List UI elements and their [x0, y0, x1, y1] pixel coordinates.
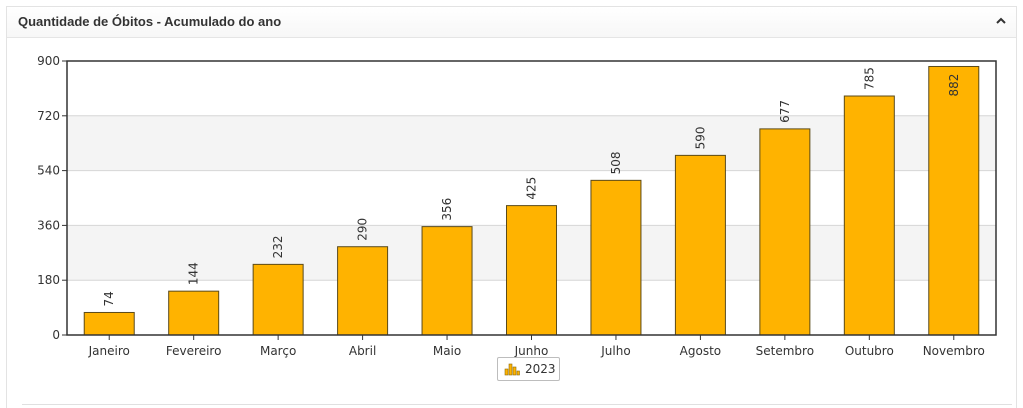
data-label: 425 [525, 177, 539, 200]
x-tick-label: Novembro [923, 344, 985, 358]
bar-setembro [759, 128, 811, 336]
data-label: 508 [609, 151, 623, 174]
plot-border [66, 60, 997, 336]
legend-item-2023[interactable]: 2023 [497, 357, 560, 381]
bar-outubro [843, 95, 895, 336]
bar-janeiro [83, 311, 135, 336]
y-tick-label: 360 [37, 218, 60, 232]
y-tick-label: 180 [37, 273, 60, 287]
bar-fevereiro [168, 290, 220, 336]
x-tick-label: Fevereiro [166, 344, 222, 358]
panel-header: Quantidade de Óbitos - Acumulado do ano [7, 7, 1016, 38]
bar-março [252, 263, 304, 336]
x-tick-label: Agosto [680, 344, 721, 358]
x-tick-label: Setembro [756, 344, 814, 358]
x-tick-label: Julho [600, 344, 630, 358]
x-tick-label: Janeiro [88, 344, 130, 358]
y-tick-label: 900 [37, 54, 60, 68]
data-label: 677 [778, 100, 792, 123]
data-label: 882 [947, 74, 961, 97]
x-tick-label: Maio [433, 344, 461, 358]
data-label: 232 [271, 235, 285, 258]
x-tick-label: Março [260, 344, 296, 358]
x-tick-label: Outubro [845, 344, 894, 358]
bar-novembro [928, 65, 980, 336]
bar-agosto [674, 154, 726, 336]
data-label: 785 [862, 67, 876, 90]
data-label: 590 [693, 126, 707, 149]
x-tick-label: Abril [349, 344, 376, 358]
y-tick-label: 0 [52, 328, 60, 342]
x-tick-label: Junho [514, 344, 549, 358]
y-tick-label: 720 [37, 109, 60, 123]
data-label: 356 [440, 198, 454, 221]
bar-julho [590, 179, 642, 336]
panel-title: Quantidade de Óbitos - Acumulado do ano [18, 14, 282, 29]
data-label: 144 [187, 262, 201, 285]
divider [22, 404, 1012, 405]
y-tick-label: 540 [37, 164, 60, 178]
grid-band [67, 115, 996, 171]
bar-maio [421, 226, 473, 336]
bar-abril [337, 246, 389, 336]
data-label: 290 [356, 218, 370, 241]
chevron-up-icon[interactable] [992, 12, 1010, 30]
bar-junho [506, 205, 557, 336]
data-label: 74 [102, 291, 116, 306]
legend-label: 2023 [525, 362, 556, 376]
bar-chart-icon [504, 363, 520, 376]
